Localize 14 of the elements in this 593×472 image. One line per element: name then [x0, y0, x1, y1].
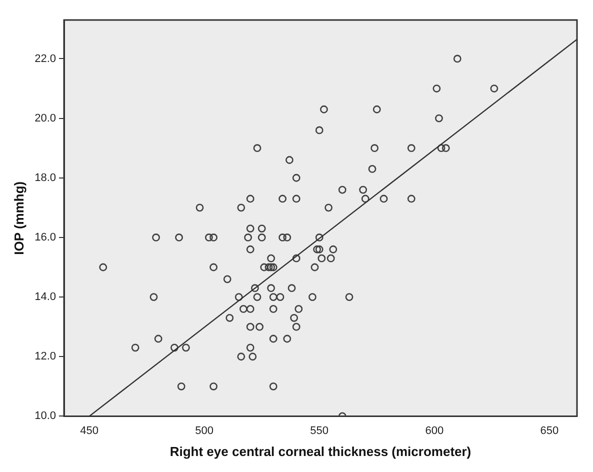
- x-axis-title: Right eye central corneal thickness (micrometer): [170, 444, 472, 459]
- y-tick-label: 14.0: [34, 291, 56, 304]
- y-tick-label: 18.0: [34, 172, 56, 184]
- y-tick-label: 12.0: [34, 350, 56, 363]
- y-tick-label: 16.0: [34, 231, 56, 244]
- y-tick-label: 10.0: [34, 410, 56, 422]
- x-tick-label: 650: [540, 424, 559, 437]
- x-tick-label: 550: [310, 424, 329, 437]
- x-tick-label: 600: [425, 424, 444, 437]
- y-tick-label: 22.0: [34, 52, 56, 65]
- x-tick-label: 500: [195, 424, 214, 437]
- y-axis-title: IOP (mmhg): [11, 181, 26, 255]
- y-tick-label: 20.0: [34, 112, 56, 124]
- x-tick-label: 450: [80, 424, 98, 437]
